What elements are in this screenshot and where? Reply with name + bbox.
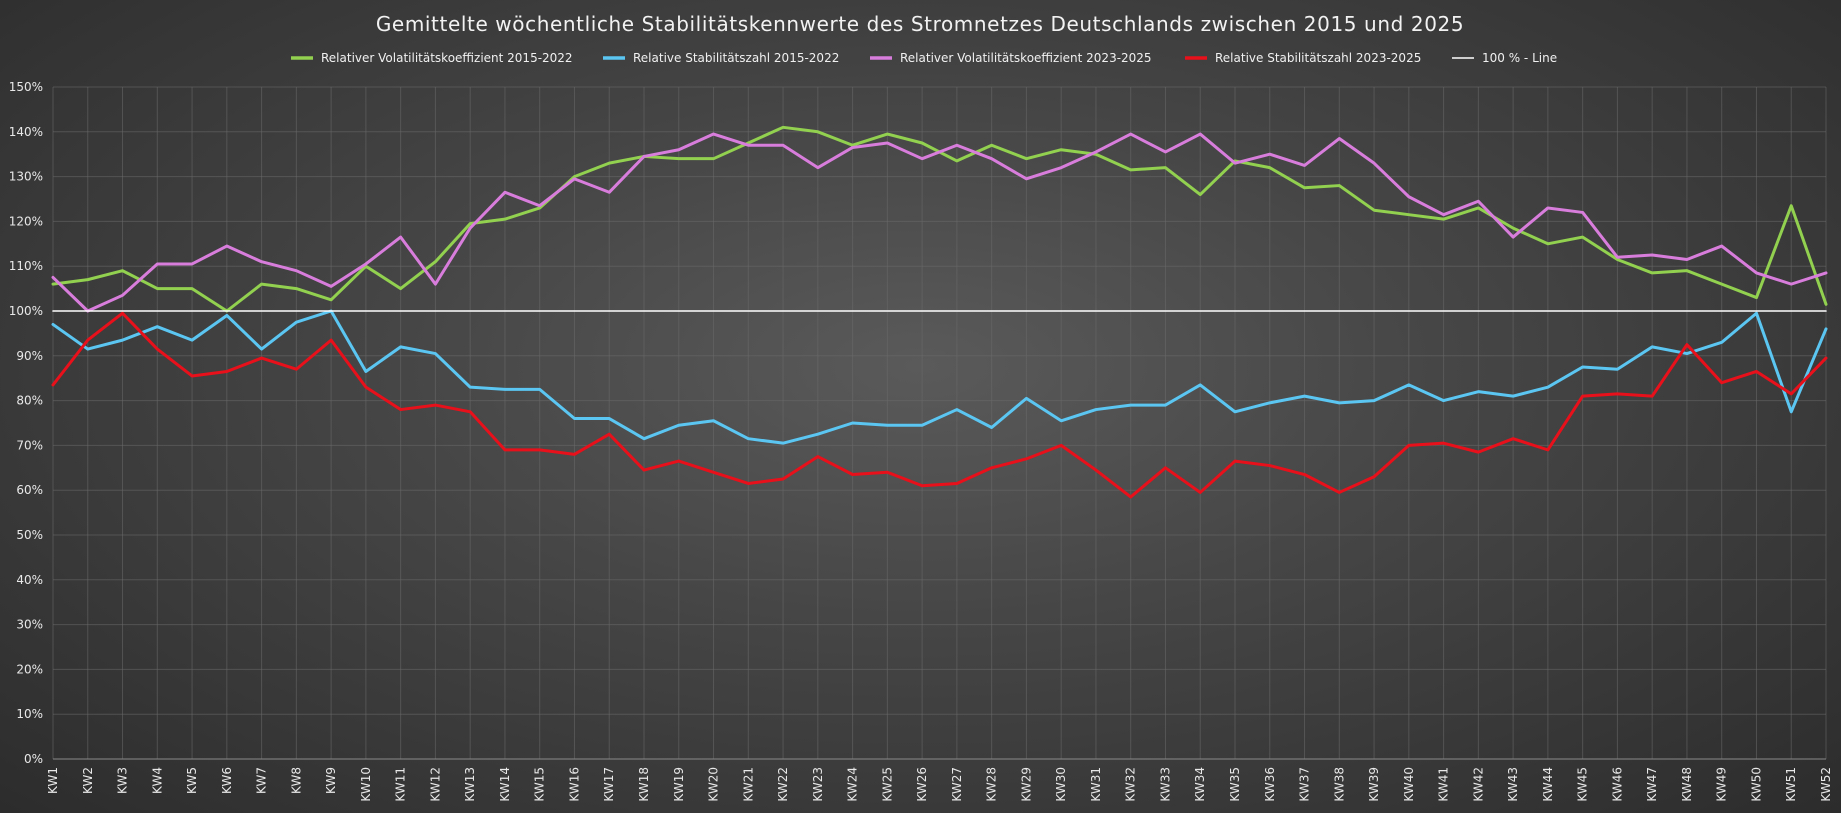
x-tick-label: KW12 xyxy=(428,767,442,802)
x-tick-label: KW48 xyxy=(1680,767,1694,802)
series-line-relativer-volatilitaetskoeffizient-2023-2025 xyxy=(51,132,1828,313)
x-tick-label: KW28 xyxy=(985,767,999,802)
x-tick-label: KW15 xyxy=(533,767,547,802)
x-tick-label: KW8 xyxy=(289,767,303,794)
legend-label: Relativer Volatilitätskoeffizient 2015-2… xyxy=(321,51,573,65)
x-tick-label: KW34 xyxy=(1193,767,1207,802)
x-tick-label: KW45 xyxy=(1576,767,1590,802)
x-tick-label: KW51 xyxy=(1784,767,1798,802)
x-tick-label: KW46 xyxy=(1610,767,1624,802)
x-tick-label: KW2 xyxy=(81,767,95,794)
x-tick-label: KW41 xyxy=(1437,767,1451,802)
x-tick-label: KW9 xyxy=(324,767,338,794)
y-tick-label: 50% xyxy=(16,528,43,542)
y-tick-label: 120% xyxy=(9,214,43,228)
x-tick-label: KW21 xyxy=(741,767,755,802)
x-tick-label: KW49 xyxy=(1715,767,1729,802)
y-tick-label: 140% xyxy=(9,125,43,139)
series-line-relative-stabilitaetszahl-2015-2022 xyxy=(51,309,1828,445)
y-tick-label: 30% xyxy=(16,618,43,632)
y-tick-label: 60% xyxy=(16,483,43,497)
x-tick-label: KW37 xyxy=(1298,767,1312,802)
x-tick-label: KW25 xyxy=(880,767,894,802)
y-tick-label: 100% xyxy=(9,304,43,318)
legend-label: Relative Stabilitätszahl 2015-2022 xyxy=(633,51,839,65)
x-tick-label: KW26 xyxy=(915,767,929,802)
x-tick-label: KW10 xyxy=(359,767,373,802)
y-tick-label: 150% xyxy=(9,80,43,94)
y-tick-label: 130% xyxy=(9,170,43,184)
legend-item-relativer-volatilitaetskoeffizient-2015-2022: Relativer Volatilitätskoeffizient 2015-2… xyxy=(291,51,573,65)
y-tick-label: 90% xyxy=(16,349,43,363)
y-tick-label: 80% xyxy=(16,394,43,408)
y-tick-label: 70% xyxy=(16,438,43,452)
x-tick-label: KW13 xyxy=(463,767,477,802)
x-tick-label: KW22 xyxy=(776,767,790,802)
x-tick-label: KW14 xyxy=(498,767,512,802)
series-layer xyxy=(51,125,1828,499)
y-axis: 0% 10% 20% 30% 40% 50% 60% 70% 80% 90% 100% 110% 120… xyxy=(9,80,43,766)
y-tick-label: 40% xyxy=(16,573,43,587)
legend-label: Relativer Volatilitätskoeffizient 2023-2… xyxy=(900,51,1152,65)
x-tick-label: KW3 xyxy=(116,767,130,794)
x-tick-label: KW52 xyxy=(1819,767,1833,802)
x-tick-label: KW5 xyxy=(185,767,199,794)
x-tick-label: KW40 xyxy=(1402,767,1416,802)
x-tick-label: KW50 xyxy=(1749,767,1763,802)
x-axis: KW1 KW2 KW3 KW4 KW5 KW6 KW7 KW8 KW9 KW10 KW11 KW12 K… xyxy=(46,758,1833,802)
x-tick-label: KW6 xyxy=(220,767,234,794)
x-tick-label: KW43 xyxy=(1506,767,1520,802)
legend-label: 100 % - Line xyxy=(1482,51,1557,65)
x-tick-label: KW30 xyxy=(1054,767,1068,802)
chart-legend: Relativer Volatilitätskoeffizient 2015-2… xyxy=(291,51,1557,65)
x-tick-label: KW44 xyxy=(1541,767,1555,802)
x-tick-label: KW47 xyxy=(1645,767,1659,802)
x-tick-label: KW38 xyxy=(1332,767,1346,802)
x-tick-label: KW1 xyxy=(46,767,60,794)
x-tick-label: KW39 xyxy=(1367,767,1381,802)
chart-title: Gemittelte wöchentliche Stabilitätskennw… xyxy=(376,12,1464,36)
y-tick-label: 0% xyxy=(24,752,43,766)
legend-item-relative-stabilitaetszahl-2015-2022: Relative Stabilitätszahl 2015-2022 xyxy=(603,51,839,65)
x-tick-label: KW20 xyxy=(707,767,721,802)
x-tick-label: KW33 xyxy=(1158,767,1172,802)
x-tick-label: KW19 xyxy=(672,767,686,802)
series-line-relative-stabilitaetszahl-2023-2025 xyxy=(51,311,1828,499)
x-tick-label: KW36 xyxy=(1263,767,1277,802)
x-tick-label: KW32 xyxy=(1124,767,1138,802)
y-tick-label: 110% xyxy=(9,259,43,273)
x-tick-label: KW31 xyxy=(1089,767,1103,802)
series-line-relativer-volatilitaetskoeffizient-2015-2022 xyxy=(51,125,1828,313)
legend-item-relativer-volatilitaetskoeffizient-2023-2025: Relativer Volatilitätskoeffizient 2023-2… xyxy=(870,51,1152,65)
x-tick-label: KW23 xyxy=(811,767,825,802)
x-tick-label: KW11 xyxy=(394,767,408,802)
x-tick-label: KW27 xyxy=(950,767,964,802)
x-tick-label: KW42 xyxy=(1471,767,1485,802)
x-tick-label: KW35 xyxy=(1228,767,1242,802)
x-tick-label: KW16 xyxy=(567,767,581,802)
chart-grid xyxy=(52,86,1827,760)
legend-item-100-line: 100 % - Line xyxy=(1452,51,1557,65)
x-tick-label: KW17 xyxy=(602,767,616,802)
legend-item-relative-stabilitaetszahl-2023-2025: Relative Stabilitätszahl 2023-2025 xyxy=(1185,51,1421,65)
x-tick-label: KW24 xyxy=(846,767,860,802)
x-tick-label: KW4 xyxy=(150,767,164,794)
x-tick-label: KW7 xyxy=(255,767,269,794)
y-tick-label: 10% xyxy=(16,707,43,721)
x-tick-label: KW29 xyxy=(1019,767,1033,802)
x-tick-label: KW18 xyxy=(637,767,651,802)
y-tick-label: 20% xyxy=(16,662,43,676)
legend-label: Relative Stabilitätszahl 2023-2025 xyxy=(1215,51,1421,65)
